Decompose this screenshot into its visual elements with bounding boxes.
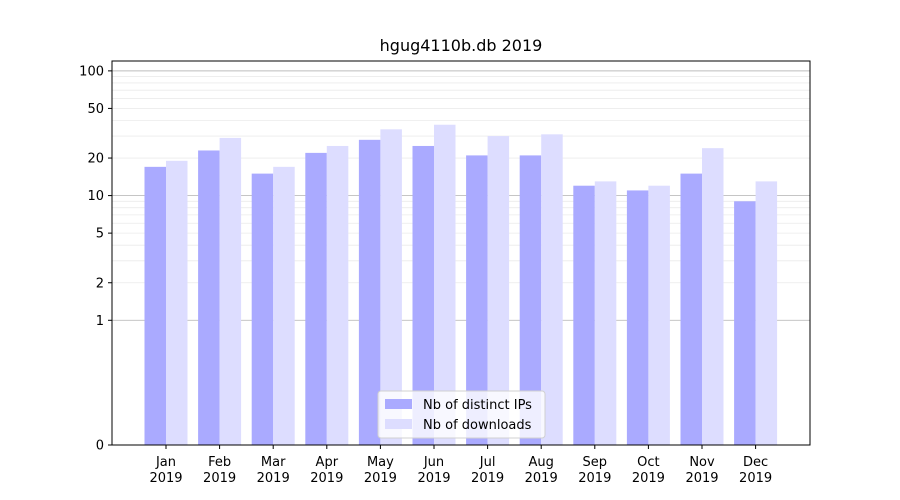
y-tick-label: 2 <box>96 276 104 291</box>
y-tick-label: 1 <box>96 314 104 329</box>
x-tick-month: May <box>367 455 394 470</box>
bar <box>273 166 295 445</box>
bar <box>219 137 242 446</box>
bar <box>198 150 220 445</box>
x-tick-year: 2019 <box>632 471 665 486</box>
bar <box>466 155 488 445</box>
legend-box <box>377 390 546 439</box>
bar <box>251 173 274 445</box>
x-tick-year: 2019 <box>203 471 236 486</box>
bar <box>734 201 756 445</box>
x-tick-label: May 2019 <box>364 455 397 486</box>
x-tick-month: Aug <box>529 455 554 470</box>
x-tick-year: 2019 <box>471 471 504 486</box>
bar <box>380 129 402 446</box>
x-tick-year: 2019 <box>149 471 182 486</box>
x-tick-label: Dec 2019 <box>739 455 772 486</box>
bar <box>166 160 188 445</box>
x-tick-month: Mar <box>261 455 286 470</box>
y-tick-label: 5 <box>96 227 104 242</box>
x-tick-year: 2019 <box>685 471 718 486</box>
x-tick-year: 2019 <box>739 471 772 486</box>
x-tick-year: 2019 <box>257 471 290 486</box>
x-tick-month: Oct <box>637 455 659 470</box>
x-tick-month: Feb <box>208 455 231 470</box>
bar <box>144 166 166 445</box>
bars <box>144 124 778 446</box>
legend-swatch <box>385 419 412 429</box>
legend-label: Nb of distinct IPs <box>423 398 532 413</box>
x-tick-label: Aug 2019 <box>525 455 558 486</box>
bar <box>573 185 595 445</box>
y-tick-label: 20 <box>87 152 104 167</box>
x-tick-label: Jun 2019 <box>417 455 450 486</box>
x-tick-month: Jun <box>423 455 444 470</box>
x-tick-year: 2019 <box>417 471 450 486</box>
chart-title: hgug4110b.db 2019 <box>380 36 543 55</box>
y-tick-label: 0 <box>96 439 104 454</box>
x-tick-label: Jan 2019 <box>149 455 182 486</box>
plot-frame <box>111 60 811 446</box>
bar <box>680 173 702 445</box>
bar <box>541 134 563 445</box>
bar <box>326 145 349 446</box>
x-tick-label: Sep 2019 <box>578 455 611 486</box>
x-tick-label: Apr 2019 <box>310 455 343 486</box>
bar <box>487 136 510 446</box>
x-tick-label: Oct 2019 <box>632 455 665 486</box>
y-tick-label: 50 <box>87 102 104 117</box>
bar <box>412 145 434 446</box>
x-tick-year: 2019 <box>364 471 397 486</box>
legend-label: Nb of downloads <box>423 418 532 433</box>
bar <box>702 148 724 445</box>
bar <box>434 124 456 445</box>
bar <box>626 190 649 445</box>
bar <box>594 181 617 445</box>
x-tick-year: 2019 <box>310 471 343 486</box>
x-tick-label: Nov 2019 <box>685 455 718 486</box>
x-tick-month: Dec <box>743 455 768 470</box>
x-tick-month: Nov <box>689 455 715 470</box>
y-tick-label: 10 <box>87 189 104 204</box>
x-tick-month: Apr <box>316 455 339 470</box>
legend: Nb of distinct IPs Nb of downloads <box>377 390 546 439</box>
x-tick-label: Mar 2019 <box>257 455 290 486</box>
x-tick-month: Jan <box>155 455 176 470</box>
bar <box>358 139 381 445</box>
x-tick-year: 2019 <box>525 471 558 486</box>
x-tick-month: Jul <box>479 455 496 470</box>
bar <box>755 181 778 445</box>
bar <box>648 185 670 445</box>
x-tick-label: Jul 2019 <box>471 455 504 486</box>
x-tick-month: Sep <box>583 455 608 470</box>
bar <box>305 152 327 445</box>
y-tick-label: 100 <box>79 64 104 79</box>
bar <box>519 155 542 445</box>
x-tick-label: Feb 2019 <box>203 455 236 486</box>
legend-swatch <box>385 399 412 409</box>
x-tick-year: 2019 <box>578 471 611 486</box>
